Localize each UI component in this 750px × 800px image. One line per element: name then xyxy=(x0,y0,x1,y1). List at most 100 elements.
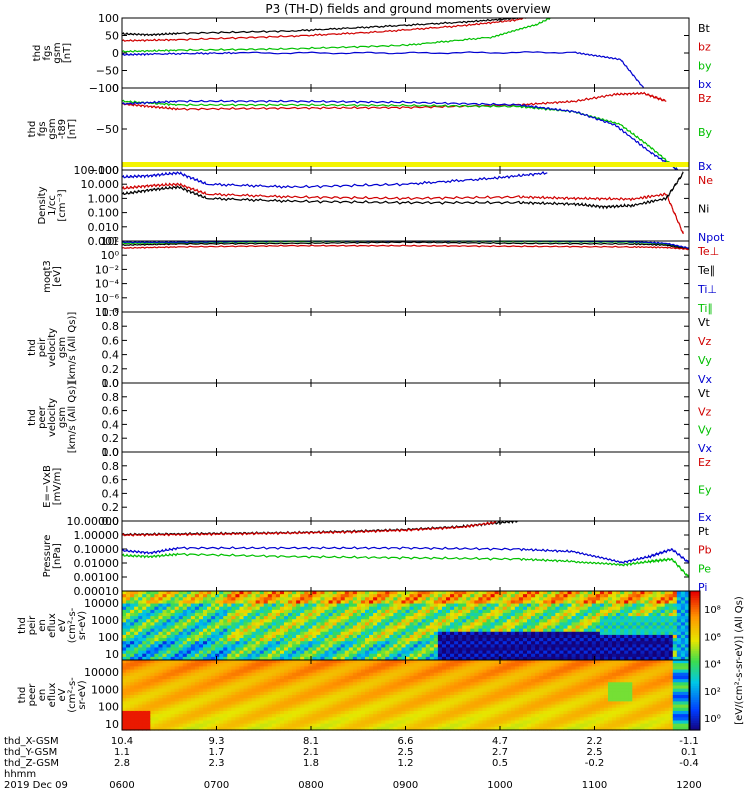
heatmap-cell xyxy=(227,726,232,731)
heatmap-cell xyxy=(579,606,585,611)
heatmap-cell xyxy=(393,591,398,595)
heatmap-cell xyxy=(324,603,330,608)
heatmap-cell xyxy=(158,704,164,709)
heatmap-cell xyxy=(603,625,609,630)
heatmap-cell xyxy=(146,679,151,683)
heatmap-cell xyxy=(231,625,236,630)
heatmap-cell xyxy=(433,644,439,649)
heatmap-cell xyxy=(142,634,147,639)
heatmap-cell xyxy=(219,628,224,633)
heatmap-cell xyxy=(599,600,605,605)
heatmap-cell xyxy=(227,600,232,605)
heatmap-cell xyxy=(336,704,342,709)
heatmap-cell xyxy=(478,616,484,620)
heatmap-cell xyxy=(271,628,277,633)
heatmap-cell xyxy=(203,625,208,630)
heatmap-cell xyxy=(668,606,674,611)
heatmap-cell xyxy=(255,606,261,611)
heatmap-cell xyxy=(275,647,281,652)
heatmap-cell xyxy=(441,622,447,627)
heatmap-cell xyxy=(275,717,281,722)
heatmap-cell xyxy=(243,600,249,605)
heatmap-cell xyxy=(664,631,670,636)
heatmap-cell xyxy=(522,616,528,620)
heatmap-cell xyxy=(425,631,431,636)
heatmap-cell xyxy=(198,625,204,630)
heatmap-cell xyxy=(308,682,313,687)
heatmap-cell xyxy=(247,594,253,598)
heatmap-cell xyxy=(514,619,520,623)
heatmap-cell xyxy=(356,707,362,712)
heatmap-cell xyxy=(684,600,690,605)
heatmap-cell xyxy=(446,594,451,598)
heatmap-cell xyxy=(527,628,532,633)
heatmap-cell xyxy=(340,628,346,633)
heatmap-cell xyxy=(142,682,147,687)
heatmap-cell xyxy=(595,591,601,595)
heatmap-cell xyxy=(284,653,289,658)
heatmap-cell xyxy=(377,679,382,683)
heatmap-cell xyxy=(146,714,151,718)
heatmap-cell xyxy=(336,698,342,702)
heatmap-cell xyxy=(312,609,317,614)
heatmap-cell xyxy=(122,631,127,636)
heatmap-cell xyxy=(284,701,289,706)
heatmap-cell xyxy=(393,666,398,671)
heatmap-cell xyxy=(174,672,180,677)
heatmap-cell xyxy=(292,666,297,671)
heatmap-cell xyxy=(292,622,297,627)
heatmap-cell xyxy=(324,714,330,718)
heatmap-cell xyxy=(170,656,176,661)
heatmap-cell xyxy=(324,679,330,683)
heatmap-cell xyxy=(288,710,293,715)
heatmap-cell xyxy=(130,717,135,722)
heatmap-cell xyxy=(340,647,346,652)
heatmap-cell xyxy=(328,653,334,658)
heatmap-cell xyxy=(275,710,281,715)
heatmap-cell xyxy=(312,631,317,636)
heatmap-cell xyxy=(312,675,317,680)
heatmap-cell xyxy=(377,710,382,715)
heatmap-cell xyxy=(134,717,139,722)
heatmap-cell xyxy=(486,650,492,655)
heatmap-cell xyxy=(215,600,220,605)
heatmap-cell xyxy=(158,669,164,674)
heatmap-cell xyxy=(547,650,552,655)
heatmap-cell xyxy=(316,726,322,731)
heatmap-cell xyxy=(166,631,172,636)
heatmap-cell xyxy=(377,622,382,627)
heatmap-cell xyxy=(316,666,322,671)
heatmap-cell xyxy=(377,628,382,633)
heatmap-cell xyxy=(348,663,354,667)
heatmap-cell xyxy=(405,600,411,605)
heatmap-cell xyxy=(389,647,394,652)
heatmap-cell xyxy=(441,591,447,595)
heatmap-cell xyxy=(591,609,597,614)
heatmap-cell xyxy=(555,622,560,627)
heatmap-cell xyxy=(247,622,253,627)
heatmap-cell xyxy=(158,628,164,633)
heatmap-cell xyxy=(194,606,200,611)
heatmap-cell xyxy=(656,628,662,633)
heatmap-cell xyxy=(365,669,370,674)
heatmap-cell xyxy=(138,672,143,677)
heatmap-cell xyxy=(316,631,322,636)
heatmap-cell xyxy=(178,704,184,709)
heatmap-cell xyxy=(288,612,293,617)
heatmap-cell xyxy=(409,647,415,652)
heatmap-cell xyxy=(320,666,326,671)
heatmap-cell xyxy=(510,612,516,617)
heatmap-cell xyxy=(211,672,216,677)
heatmap-cell xyxy=(393,600,398,605)
heatmap-cell xyxy=(369,609,374,614)
heatmap-cell xyxy=(243,726,249,731)
heatmap-cell xyxy=(360,666,366,671)
heatmap-cell xyxy=(296,710,301,715)
heatmap-cell xyxy=(587,612,593,617)
heatmap-cell xyxy=(130,609,135,614)
heatmap-cell xyxy=(377,619,382,623)
heatmap-cell xyxy=(324,691,330,696)
heatmap-cell xyxy=(316,707,322,712)
heatmap-cell xyxy=(166,726,172,731)
heatmap-cell xyxy=(203,707,208,712)
